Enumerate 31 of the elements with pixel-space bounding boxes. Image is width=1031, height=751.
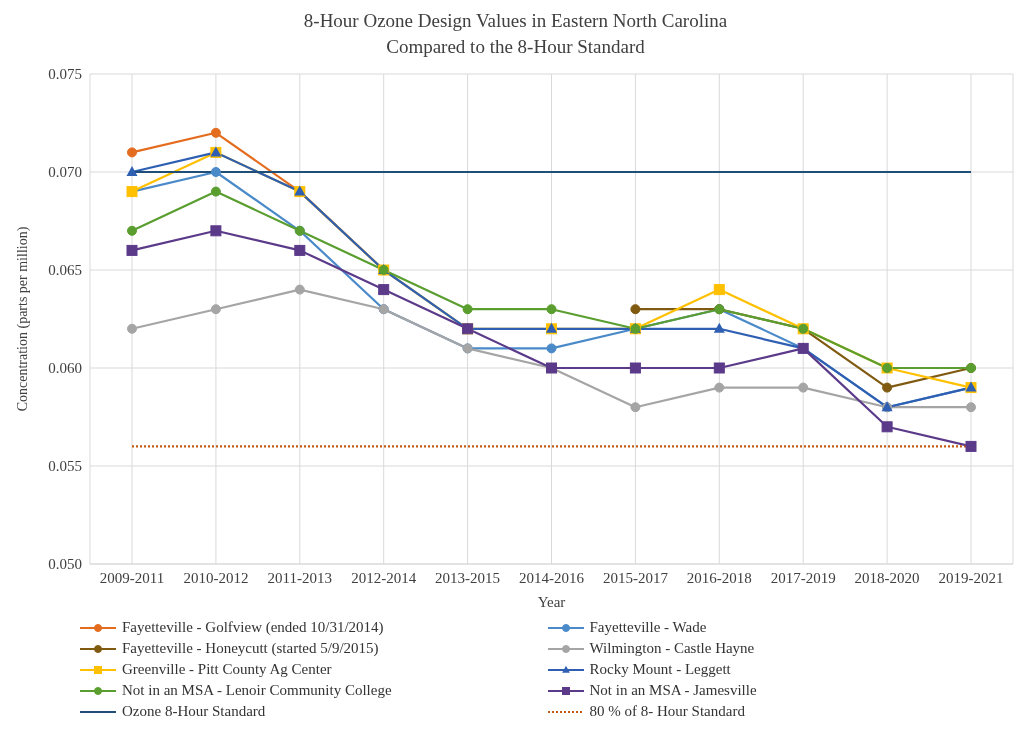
legend-label: Not in an MSA - Lenoir Community College: [122, 682, 392, 699]
x-tick-label: 2015-2017: [602, 569, 669, 586]
y-axis-title: Concentration (parts per million): [14, 226, 31, 412]
y-tick-label: 0.075: [48, 66, 82, 83]
legend-label: Greenville - Pitt County Ag Center: [122, 661, 332, 678]
legend-label: Fayetteville - Honeycutt (started 5/9/2015): [122, 640, 379, 657]
x-tick-label: 2013-2015: [435, 569, 501, 586]
y-tick-label: 0.055: [48, 458, 82, 475]
x-axis-title: Year: [537, 594, 566, 610]
legend-label: Fayetteville - Wade: [589, 619, 707, 636]
legend-label: 80 % of 8- Hour Standard: [589, 703, 745, 720]
x-tick-label: 2019-2021: [938, 569, 1004, 586]
legend-label: Rocky Mount - Leggett: [589, 661, 731, 678]
y-tick-label: 0.065: [48, 262, 82, 279]
legend-label: Not in an MSA - Jamesville: [589, 682, 757, 699]
legend-label: Fayetteville - Golfview (ended 10/31/2014): [122, 619, 384, 636]
chart-title: 8-Hour Ozone Design Values in Eastern North Carolina: [302, 9, 729, 33]
y-tick-label: 0.060: [48, 360, 82, 377]
chart-subtitle: Compared to the 8-Hour Standard: [385, 35, 646, 59]
x-tick-label: 2017-2019: [770, 569, 836, 586]
x-tick-label: 2009-2011: [99, 569, 165, 586]
x-tick-label: 2011-2013: [267, 569, 333, 586]
legend-label: Wilmington - Castle Hayne: [589, 640, 755, 657]
y-tick-label: 0.070: [48, 164, 82, 181]
legend-label: Ozone 8-Hour Standard: [122, 703, 266, 720]
x-tick-label: 2014-2016: [519, 569, 585, 586]
x-tick-label: 2012-2014: [351, 569, 417, 586]
x-tick-label: 2010-2012: [183, 569, 249, 586]
x-tick-label: 2016-2018: [686, 569, 752, 586]
x-tick-label: 2018-2020: [854, 569, 920, 586]
y-tick-label: 0.050: [48, 556, 82, 573]
